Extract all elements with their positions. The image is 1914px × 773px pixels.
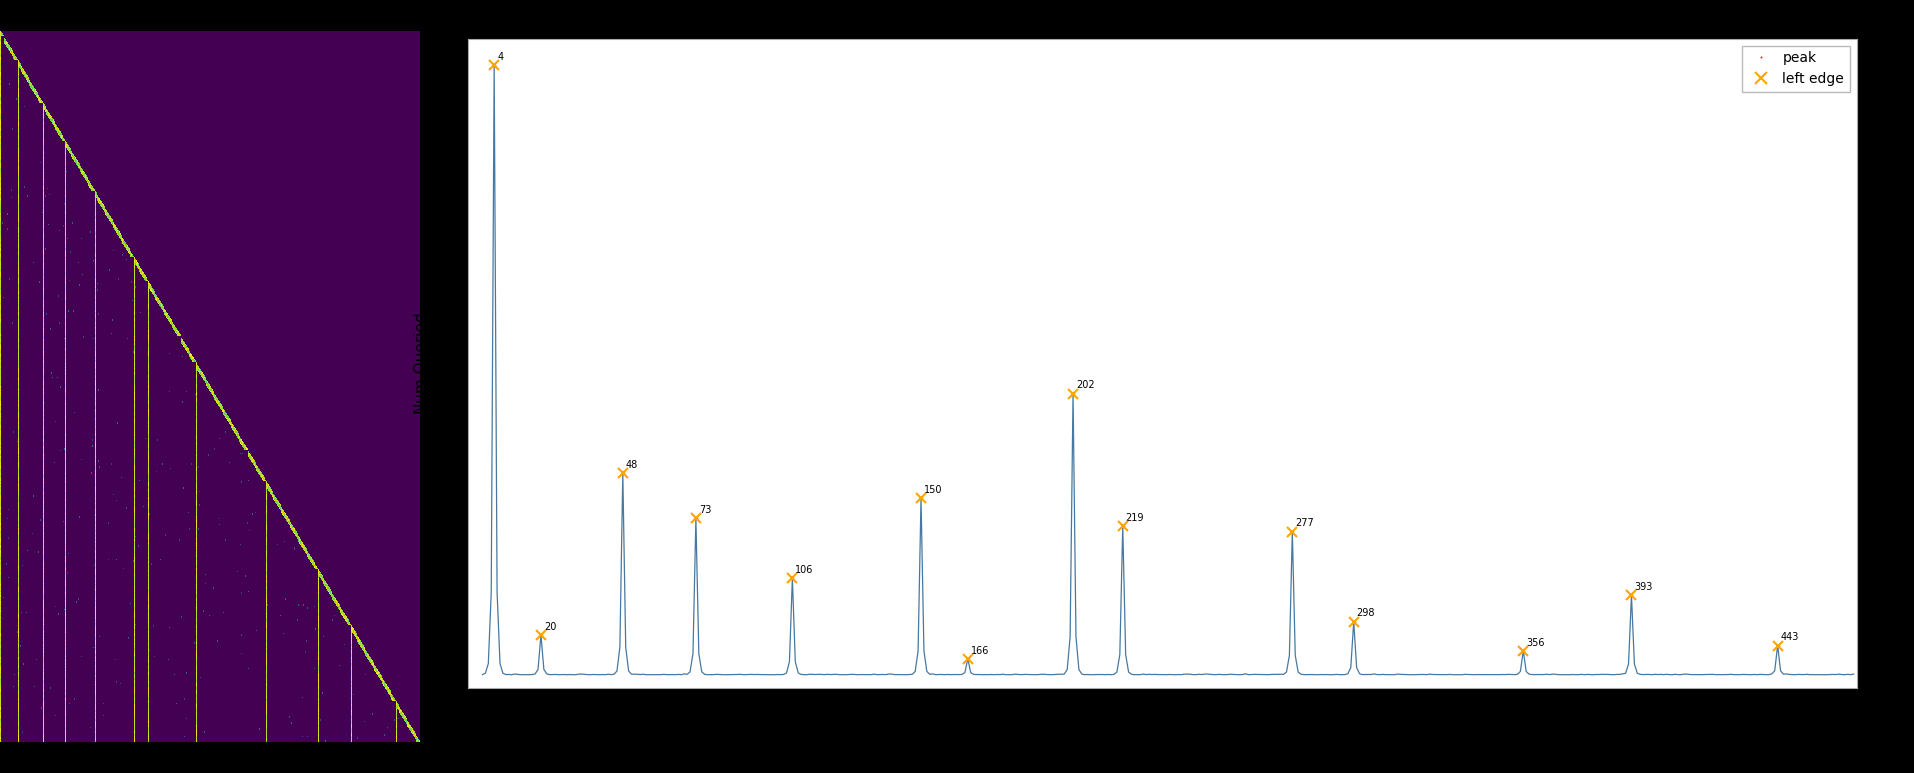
Text: 4: 4 <box>498 52 503 62</box>
Text: 20: 20 <box>544 621 557 632</box>
Text: 298: 298 <box>1357 608 1374 618</box>
Text: 150: 150 <box>924 485 942 495</box>
Text: 356: 356 <box>1525 638 1545 648</box>
Text: 277: 277 <box>1296 519 1315 528</box>
Text: 219: 219 <box>1125 513 1145 523</box>
Text: 202: 202 <box>1076 380 1095 390</box>
Text: 106: 106 <box>796 565 813 574</box>
X-axis label: Tokens: Tokens <box>1137 717 1189 731</box>
Text: 73: 73 <box>699 505 712 515</box>
Legend: peak, left edge: peak, left edge <box>1742 46 1849 92</box>
Text: 393: 393 <box>1635 582 1654 592</box>
Y-axis label: Num Queried: Num Queried <box>413 312 429 414</box>
Text: 443: 443 <box>1780 632 1799 642</box>
Text: 166: 166 <box>970 645 990 656</box>
Text: 48: 48 <box>626 460 637 470</box>
